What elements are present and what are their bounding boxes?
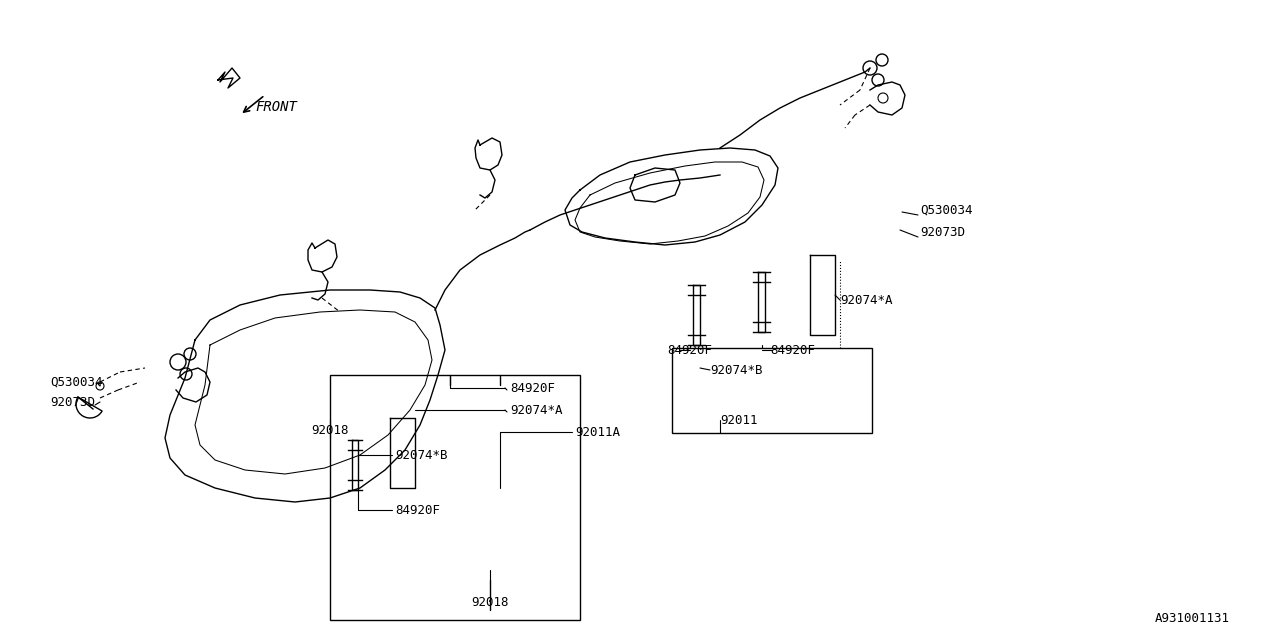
Text: 92074*A: 92074*A bbox=[840, 294, 892, 307]
Text: 84920F: 84920F bbox=[509, 381, 556, 394]
Text: 92011A: 92011A bbox=[575, 426, 620, 438]
Text: 92073D: 92073D bbox=[50, 396, 95, 408]
Text: 92074*A: 92074*A bbox=[509, 403, 562, 417]
Text: 84920F: 84920F bbox=[396, 504, 440, 516]
Text: 92018: 92018 bbox=[471, 595, 508, 609]
Text: 92074*B: 92074*B bbox=[396, 449, 448, 461]
Bar bbox=[672, 348, 872, 433]
Text: 84920F: 84920F bbox=[667, 344, 713, 356]
Text: 92074*B: 92074*B bbox=[710, 364, 763, 376]
Text: 92073D: 92073D bbox=[920, 225, 965, 239]
Text: Q530034: Q530034 bbox=[50, 376, 102, 388]
Text: FRONT: FRONT bbox=[255, 100, 297, 114]
Text: 84920F: 84920F bbox=[771, 344, 815, 356]
Text: 92018: 92018 bbox=[311, 424, 348, 436]
Text: A931001131: A931001131 bbox=[1155, 611, 1230, 625]
Text: Q530034: Q530034 bbox=[920, 204, 973, 216]
Text: 92011: 92011 bbox=[719, 413, 758, 426]
Bar bbox=[330, 375, 580, 620]
